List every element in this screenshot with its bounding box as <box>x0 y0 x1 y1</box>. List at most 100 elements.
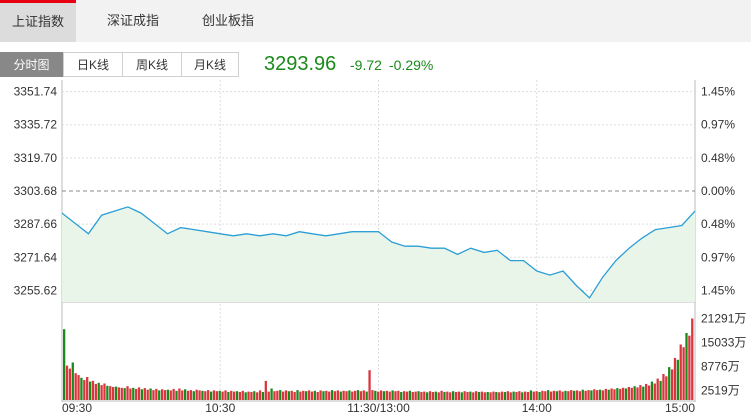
y-tick-label: 3351.74 <box>14 85 58 99</box>
volume-bar <box>423 391 426 400</box>
volume-bar <box>270 388 273 400</box>
volume-bar <box>382 391 386 400</box>
volume-bar <box>535 391 538 400</box>
x-tick-label: 10:30 <box>205 401 235 415</box>
volume-bar <box>103 383 106 400</box>
volume-bar <box>368 370 371 400</box>
volume-bar <box>296 390 299 400</box>
volume-bar <box>506 391 509 400</box>
y-tick-label: 3303.68 <box>14 184 58 198</box>
volume-bar <box>287 391 291 400</box>
volume-bar <box>515 392 518 400</box>
tab-shenzhen-component[interactable]: 深证成指 <box>106 13 159 28</box>
volume-bar <box>567 391 570 400</box>
volume-bar <box>647 385 651 400</box>
volume-bar <box>284 390 288 400</box>
volume-bar <box>244 392 247 400</box>
volume-bar <box>215 391 218 400</box>
volume-bar <box>238 392 242 400</box>
volume-bar <box>299 391 302 400</box>
subtab-daily-k[interactable]: 日K线 <box>63 52 123 77</box>
volume-bar <box>679 344 682 400</box>
volume-bar <box>379 390 383 400</box>
right-percent-tick-label: 0.48% <box>701 151 735 165</box>
volume-bar <box>250 392 253 400</box>
volume-bar <box>483 392 486 400</box>
volume-bar <box>624 388 628 400</box>
volume-bar <box>235 391 239 400</box>
volume-bar <box>457 391 461 400</box>
volume-bar <box>521 392 524 400</box>
volume-bar <box>86 377 89 400</box>
volume-bar <box>610 388 613 400</box>
volume-bar <box>97 382 100 400</box>
volume-bar <box>230 390 233 400</box>
tab-shanghai-index[interactable]: 上证指数 <box>0 0 76 42</box>
volume-bar <box>316 392 319 400</box>
subtab-intraday[interactable]: 分时图 <box>0 52 63 77</box>
volume-bar <box>601 390 605 400</box>
volume-bar <box>480 391 484 400</box>
volume-bar <box>256 392 259 400</box>
volume-bar <box>109 386 112 400</box>
volume-bar <box>241 390 244 400</box>
volume-bar <box>512 391 515 400</box>
volume-bar <box>77 375 80 400</box>
volume-bar <box>621 387 625 400</box>
volume-bar <box>351 391 354 400</box>
volume-bar <box>126 386 129 400</box>
volume-bar <box>160 389 164 400</box>
volume-bar <box>221 391 224 400</box>
y-tick-label: 3255.62 <box>14 283 58 297</box>
volume-bar <box>218 390 221 400</box>
volume-bar <box>305 391 308 400</box>
volume-bar <box>106 385 109 400</box>
volume-bar <box>639 385 642 400</box>
volume-bar <box>596 390 599 400</box>
volume-bar <box>175 390 178 400</box>
volume-bar <box>290 390 293 400</box>
volume-bar <box>509 392 512 400</box>
right-percent-tick-label: 0.00% <box>701 184 735 198</box>
tab-chinext-index[interactable]: 创业板指 <box>201 13 254 28</box>
volume-bar <box>532 391 535 400</box>
volume-bar <box>273 391 276 400</box>
volume-bar <box>391 390 394 400</box>
volume-bar <box>169 390 172 400</box>
volume-bar <box>434 391 437 400</box>
volume-bar <box>420 392 423 400</box>
volume-bar <box>310 391 314 400</box>
right-percent-tick-label: 0.97% <box>701 118 735 132</box>
volume-bar <box>328 391 331 400</box>
volume-bar <box>233 391 236 400</box>
volume-bar <box>247 391 250 400</box>
volume-bar <box>449 392 452 400</box>
volume-bar <box>209 391 213 400</box>
subtab-monthly-k[interactable]: 月K线 <box>181 52 239 77</box>
volume-bar <box>653 383 656 400</box>
volume-bar <box>613 389 616 400</box>
volume-bar <box>454 392 458 400</box>
volume-bar <box>192 391 195 400</box>
volume-bar <box>498 392 501 400</box>
y-tick-label: 3287.66 <box>14 217 58 231</box>
volume-bar <box>74 373 77 400</box>
volume-bar <box>668 367 671 400</box>
volume-bar <box>394 391 397 400</box>
volume-tick-label: 21291万 <box>701 312 746 326</box>
volume-bar <box>163 390 167 400</box>
volume-bar <box>659 380 662 400</box>
volume-bar <box>359 391 363 400</box>
right-percent-tick-label: 1.45% <box>701 85 735 99</box>
volume-bar <box>633 386 636 400</box>
volume-bar <box>111 387 115 400</box>
volume-bar <box>414 391 417 400</box>
volume-bar <box>619 388 622 400</box>
volume-bar <box>91 380 95 400</box>
volume-bar <box>627 387 631 400</box>
subtab-weekly-k[interactable]: 周K线 <box>122 52 182 77</box>
volume-bar <box>224 390 227 400</box>
y-tick-label: 3271.64 <box>14 250 58 264</box>
volume-bar <box>405 391 409 400</box>
volume-bar <box>561 391 564 400</box>
